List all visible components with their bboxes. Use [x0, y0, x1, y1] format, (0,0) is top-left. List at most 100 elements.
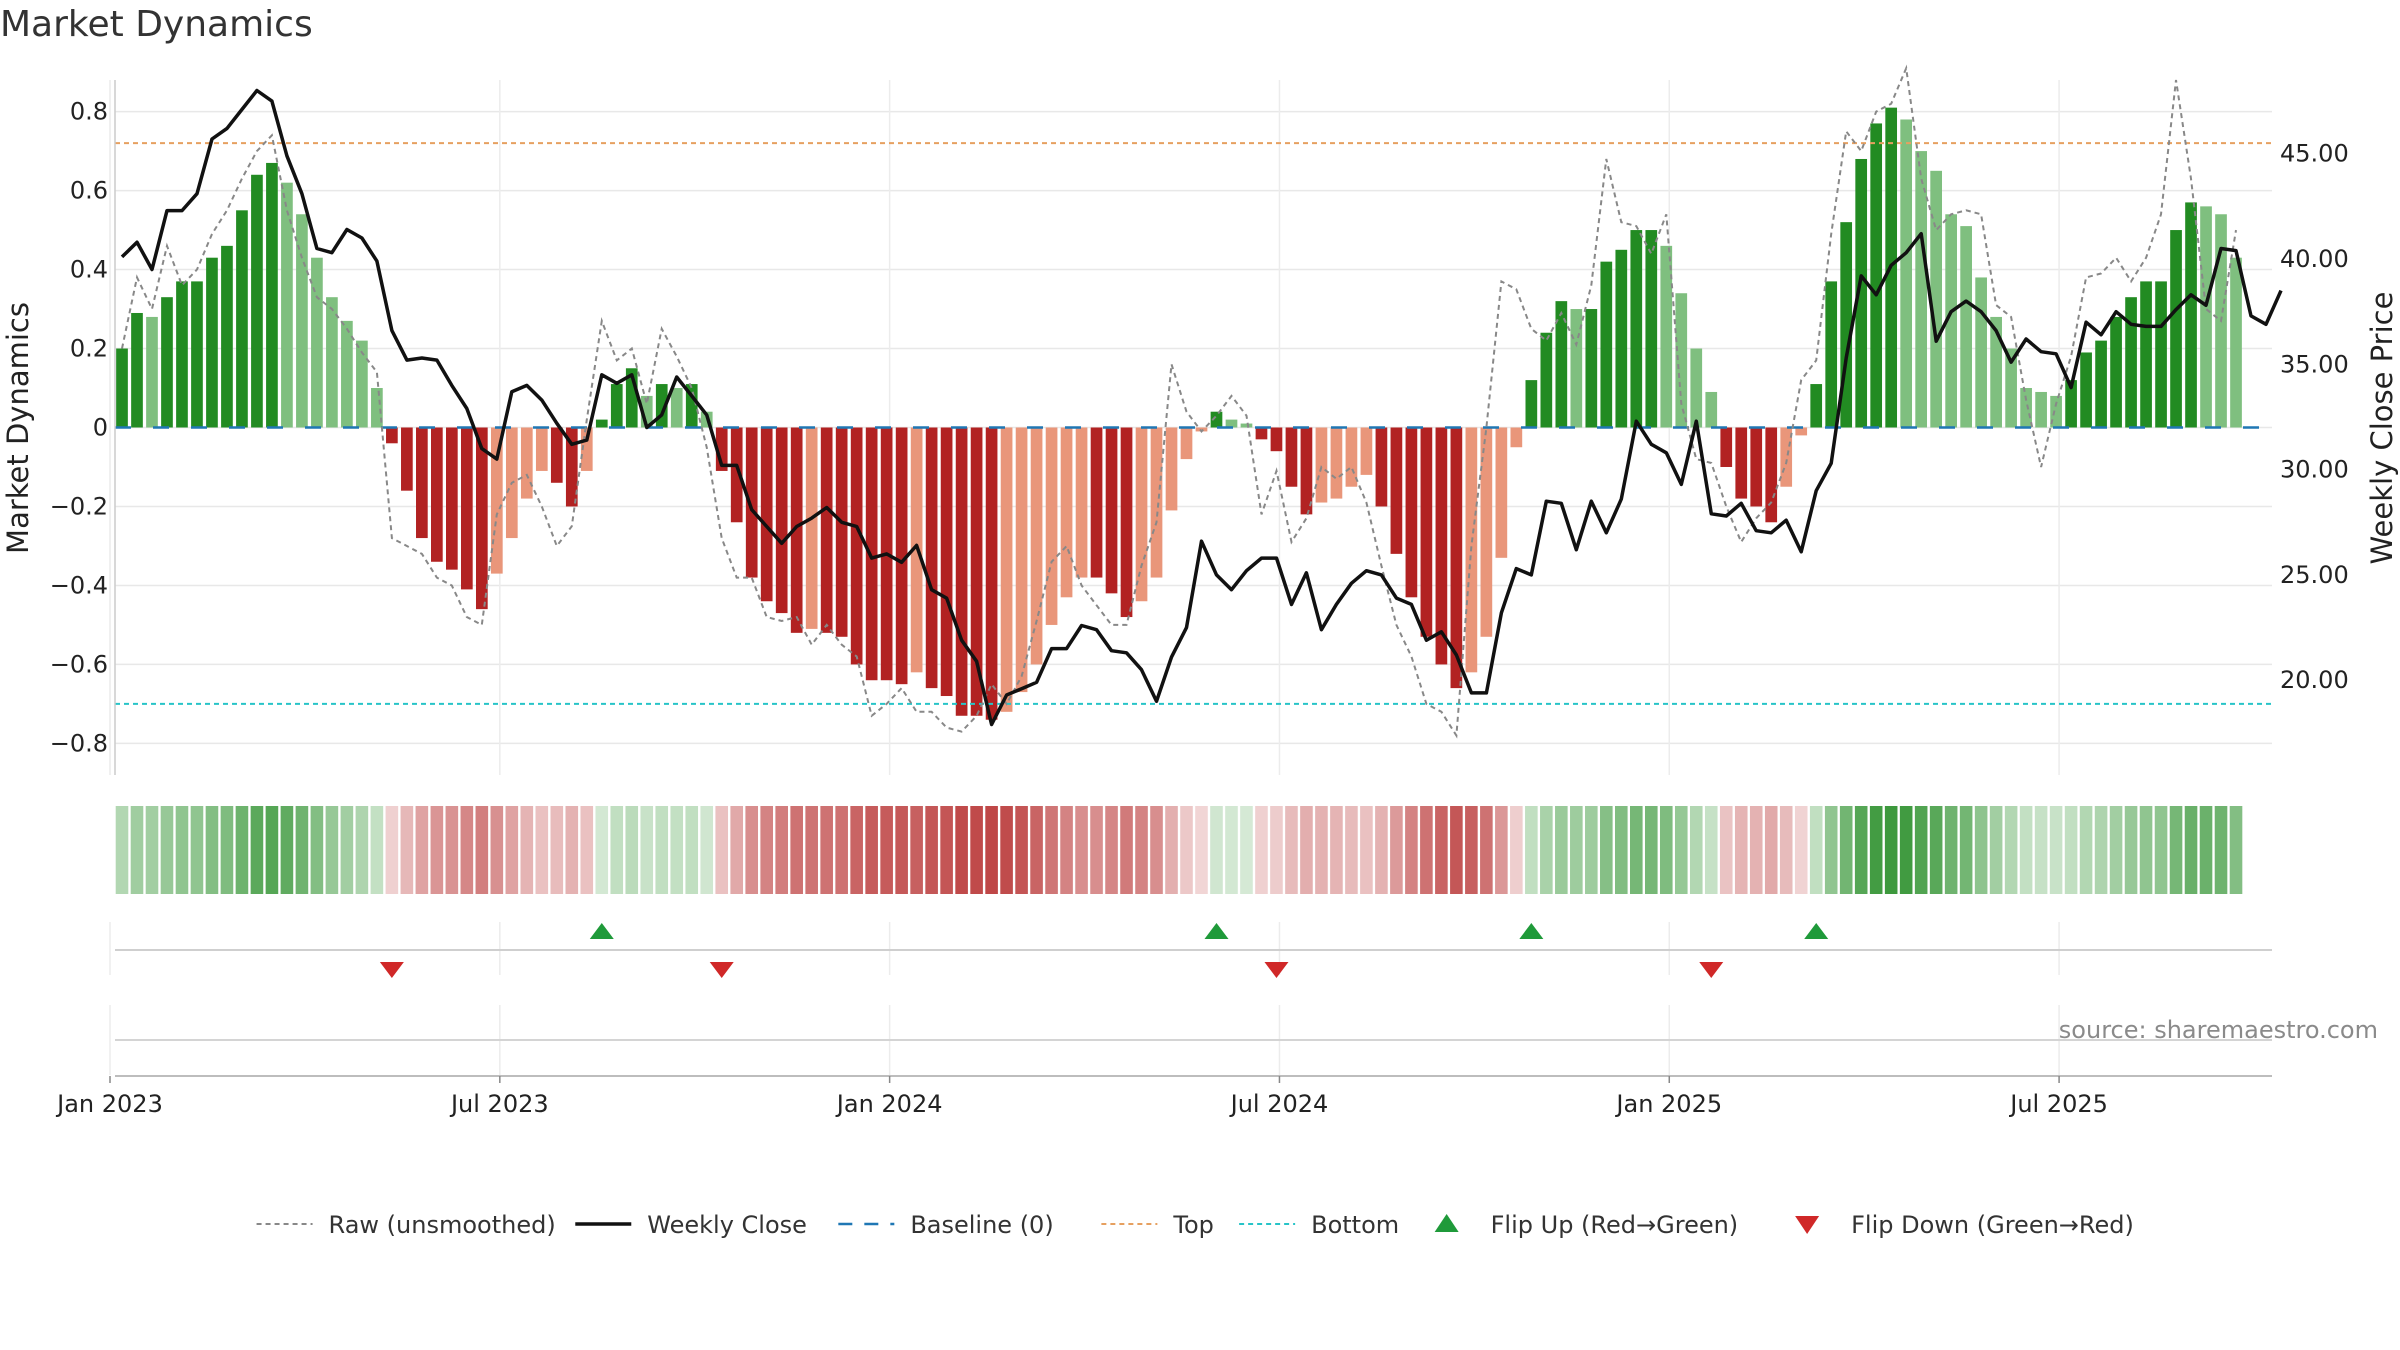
- dynamics-bar: [460, 427, 473, 590]
- dynamics-bar: [1540, 332, 1553, 428]
- regime-strip-cell: [340, 806, 354, 894]
- regime-strip-cell: [1210, 806, 1223, 894]
- regime-strip-cell: [2124, 806, 2138, 894]
- dynamics-bar: [730, 427, 743, 523]
- dynamics-bar: [1615, 249, 1628, 428]
- dynamics-bar: [221, 245, 233, 428]
- legend-item-flipdown: Flip Down (Green→Red): [1795, 1211, 2134, 1239]
- regime-strip-cell: [190, 806, 204, 894]
- regime-strip-cell: [1315, 806, 1328, 894]
- dynamics-bar: [760, 427, 773, 602]
- regime-strip-cell: [1615, 806, 1628, 894]
- regime-strip-cell: [490, 806, 504, 894]
- regime-strip-cell: [1704, 806, 1718, 894]
- flip-markers-panel: [115, 923, 2272, 978]
- dynamics-bar: [1045, 427, 1058, 625]
- regime-strip-cell: [400, 806, 414, 894]
- regime-strip-cell: [2154, 806, 2168, 894]
- dynamics-bar: [1015, 427, 1028, 693]
- dynamics-bar: [1555, 301, 1568, 428]
- regime-strip-cell: [2169, 806, 2183, 894]
- dynamics-bar: [1285, 427, 1298, 487]
- regime-strip-cell: [1285, 806, 1298, 894]
- regime-strip-cell: [1794, 806, 1808, 894]
- regime-strip-cell: [835, 806, 848, 894]
- regime-strip-cell: [865, 806, 878, 894]
- dynamics-bar: [356, 340, 368, 428]
- regime-strip-cell: [580, 806, 594, 894]
- regime-strip-cell: [805, 806, 818, 894]
- regime-strip-cell: [1435, 806, 1448, 894]
- dynamics-bar: [2125, 297, 2137, 428]
- regime-strip-cell: [955, 806, 968, 894]
- regime-strip-cell: [1225, 806, 1238, 894]
- dynamics-bar: [550, 427, 563, 483]
- regime-strip-cell: [2019, 806, 2033, 894]
- dynamics-bar: [1270, 427, 1283, 452]
- regime-strip-cell: [655, 806, 669, 894]
- dynamics-bar: [1960, 226, 1972, 428]
- regime-strip-cell: [1060, 806, 1073, 894]
- dynamics-bar: [1735, 427, 1748, 499]
- regime-strip-cell: [1390, 806, 1403, 894]
- dynamics-bar: [2065, 380, 2077, 428]
- regime-strip-cell: [1854, 806, 1868, 894]
- regime-strip-cell: [1255, 806, 1268, 894]
- dynamics-bar: [2020, 388, 2032, 428]
- x-tick-label: Jul 2024: [1229, 1090, 1329, 1118]
- dynamics-bar: [1630, 230, 1643, 428]
- regime-strip-cell: [1030, 806, 1043, 894]
- legend-label: Raw (unsmoothed): [329, 1211, 556, 1239]
- dynamics-bar: [1480, 427, 1493, 637]
- regime-strip-cell: [685, 806, 699, 894]
- dynamics-bar: [670, 388, 683, 428]
- x-tick-label: Jan 2025: [1614, 1090, 1722, 1118]
- dynamics-bar: [1315, 427, 1328, 503]
- dynamics-bar: [1435, 427, 1448, 665]
- legend-label: Flip Up (Red→Green): [1491, 1211, 1739, 1239]
- dynamics-bar: [2095, 340, 2107, 428]
- dynamics-bar: [1585, 309, 1598, 428]
- dynamics-bar: [1330, 427, 1343, 499]
- regime-strip-cell: [160, 806, 174, 894]
- regime-strip-cell: [1959, 806, 1973, 894]
- regime-strip-cell: [520, 806, 534, 894]
- dynamics-bar: [1855, 158, 1868, 428]
- regime-strip-cell: [1719, 806, 1733, 894]
- regime-strip-cell: [1240, 806, 1253, 894]
- dynamics-bar: [625, 368, 638, 428]
- dynamics-bar: [895, 427, 908, 685]
- regime-strip-cell: [2079, 806, 2093, 894]
- regime-strip-cell: [1360, 806, 1373, 894]
- dynamics-bar: [1090, 427, 1103, 578]
- regime-strip-cell: [475, 806, 489, 894]
- regime-strip-cell: [1450, 806, 1463, 894]
- left-tick-label: 0.2: [70, 335, 108, 363]
- dynamics-bar: [296, 214, 308, 428]
- regime-strip: [115, 806, 2243, 894]
- regime-strip-cell: [1674, 806, 1688, 894]
- dynamics-bar: [1945, 214, 1957, 428]
- dynamics-bar: [2005, 348, 2017, 428]
- dynamics-bar: [116, 348, 128, 428]
- regime-strip-cell: [1944, 806, 1958, 894]
- dynamics-bar: [281, 182, 293, 428]
- dynamics-bar: [565, 427, 578, 507]
- regime-strip-cell: [625, 806, 639, 894]
- regime-strip-cell: [1510, 806, 1523, 894]
- regime-strip-cell: [415, 806, 429, 894]
- dynamics-bar: [2230, 257, 2242, 428]
- dynamics-bar: [940, 427, 953, 697]
- regime-strip-cell: [1420, 806, 1433, 894]
- axes: 0.8 0.6 0.4 0.2 0 −0.2 −0.4 −0.6 −0.8 45.00 40.00 3…: [1, 80, 2399, 775]
- regime-strip-cell: [1989, 806, 2003, 894]
- dynamics-bar: [1810, 384, 1823, 428]
- legend-label: Weekly Close: [647, 1211, 807, 1239]
- regime-strip-cell: [1150, 806, 1163, 894]
- regime-strip-cell: [1839, 806, 1853, 894]
- regime-strip-cell: [1375, 806, 1388, 894]
- right-tick-label: 25.00: [2280, 561, 2349, 589]
- dynamics-bar: [1060, 427, 1073, 598]
- regime-strip-cell: [115, 806, 129, 894]
- dynamics-bar: [1525, 380, 1538, 428]
